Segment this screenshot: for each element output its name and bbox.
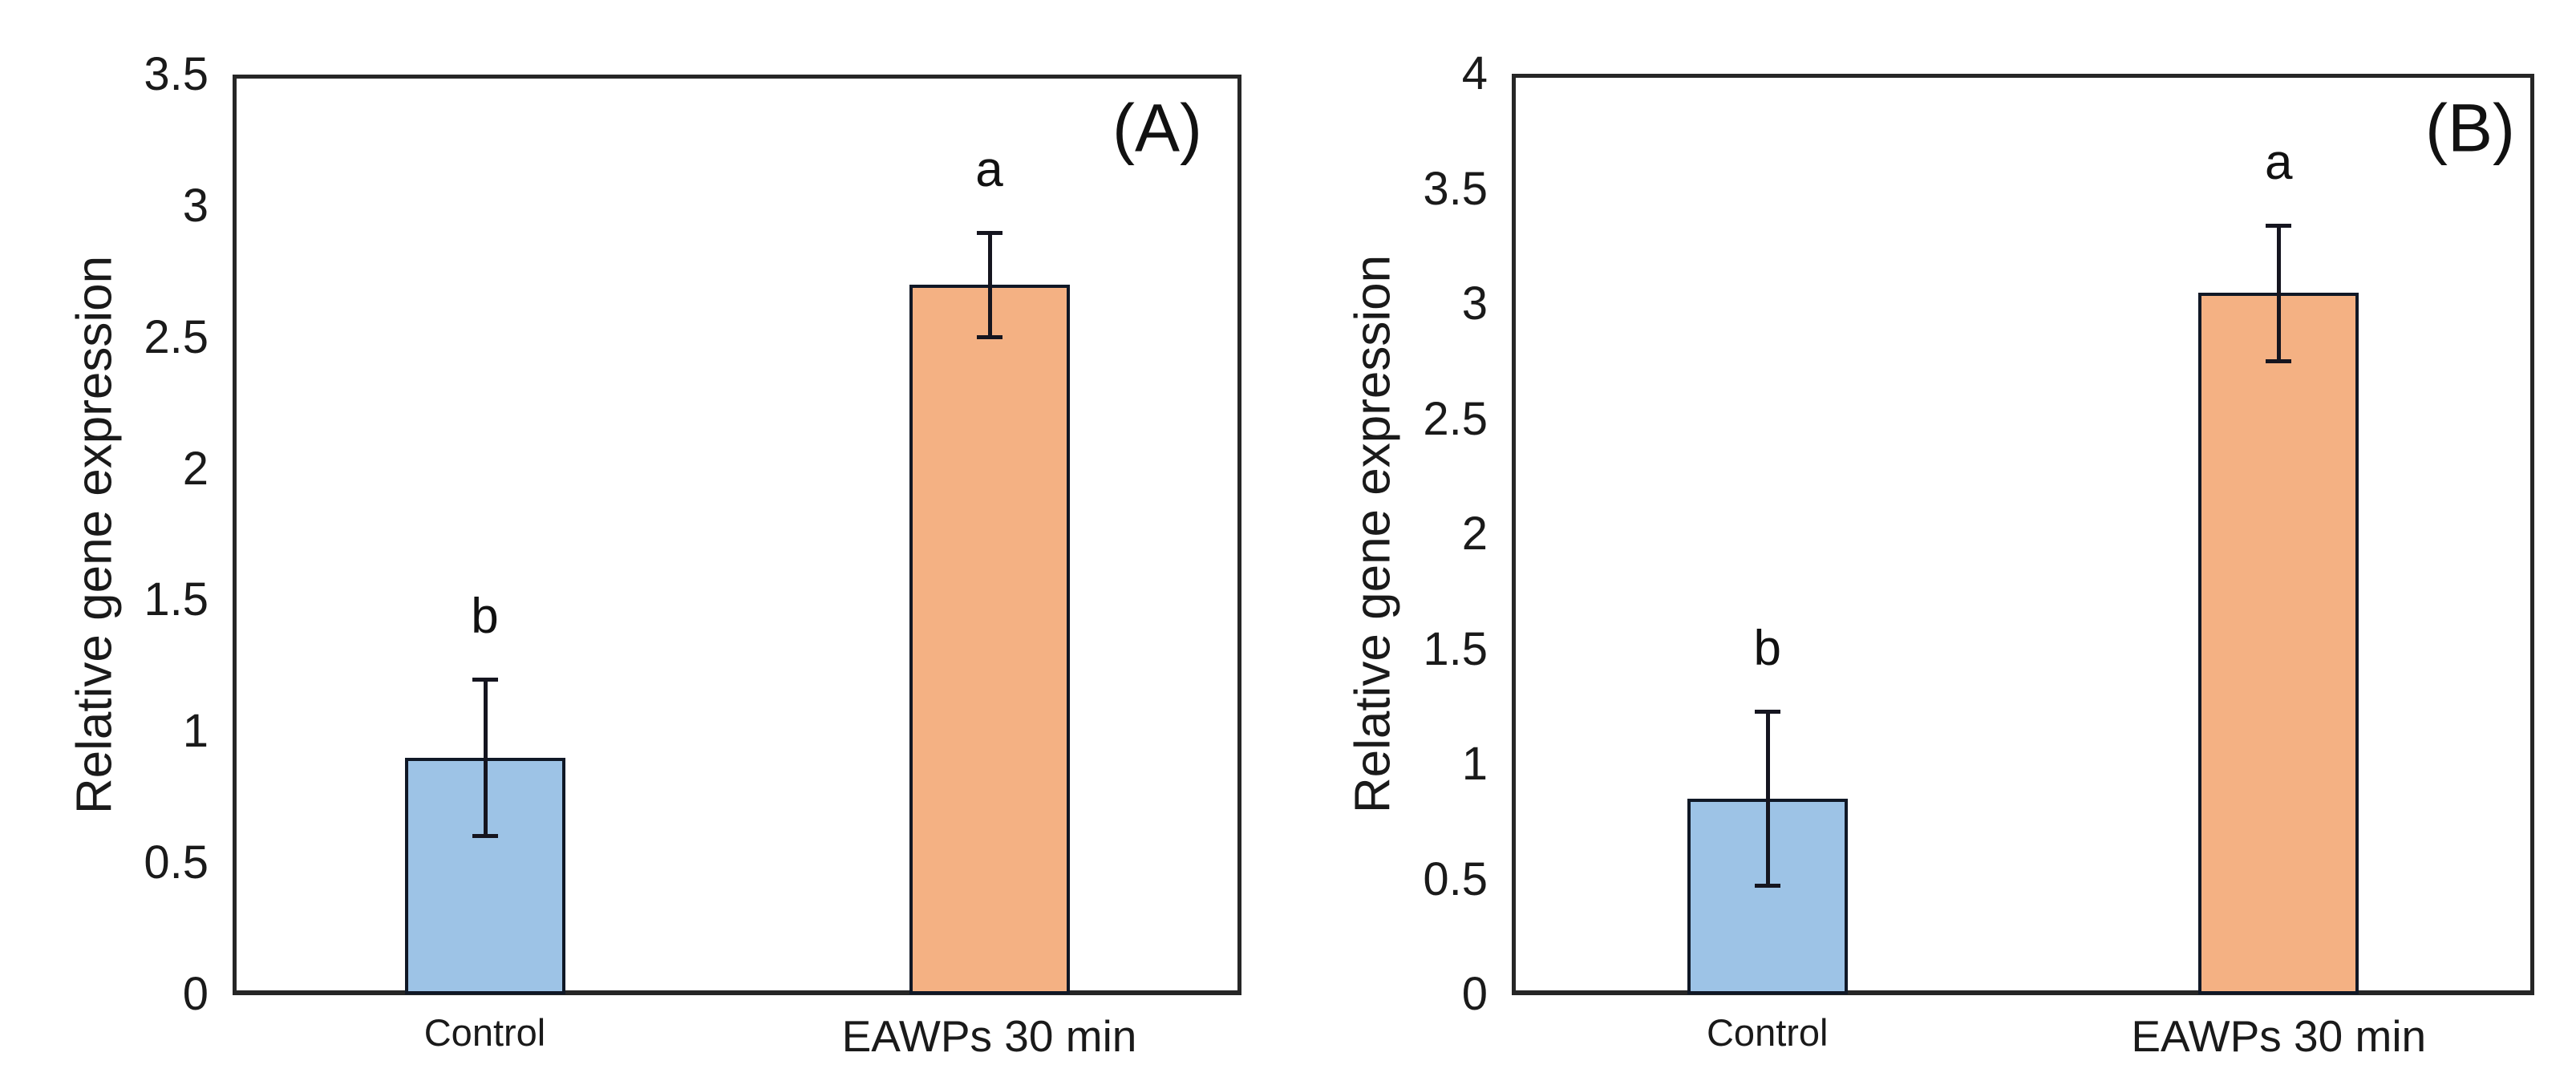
y-tick-label: 2 [182, 442, 209, 495]
significance-letter: b [471, 588, 499, 644]
x-category-label: EAWPs 30 min [841, 1011, 1137, 1061]
y-tick-label: 0.5 [144, 836, 209, 889]
x-axis-line [1512, 990, 2534, 995]
y-tick-label: 3 [182, 179, 209, 232]
error-bar-cap-top [2266, 224, 2292, 229]
error-bar-cap-bottom [472, 834, 498, 839]
x-category-label: EAWPs 30 min [2131, 1011, 2427, 1061]
plot-frame [1512, 74, 2534, 994]
y-tick-label: 2.5 [1423, 392, 1488, 445]
bar-eawps-30-min [2198, 292, 2359, 994]
y-tick-label: 3 [1461, 277, 1488, 330]
y-tick-label: 0.5 [1423, 852, 1488, 905]
error-bar-cap-top [976, 230, 1002, 235]
y-tick-label: 3.5 [1423, 162, 1488, 215]
y-axis-title: Relative gene expression [1345, 254, 1401, 814]
significance-letter: a [975, 141, 1003, 197]
x-category-label: Control [423, 1011, 546, 1054]
y-tick-label: 2 [1461, 508, 1488, 560]
panel-label: (A) [1112, 90, 1202, 166]
significance-letter: b [1753, 620, 1781, 676]
bar-control [1687, 799, 1848, 994]
x-axis-line [233, 990, 1241, 995]
significance-letter: a [2265, 135, 2293, 191]
error-bar-line [2277, 225, 2282, 362]
y-tick-label: 3.5 [144, 48, 209, 100]
error-bar-cap-bottom [1754, 884, 1780, 889]
y-tick-label: 1 [182, 705, 209, 758]
error-bar-cap-bottom [976, 334, 1002, 339]
error-bar-cap-bottom [2266, 358, 2292, 363]
y-tick-label: 1.5 [1423, 622, 1488, 675]
x-category-label: Control [1706, 1011, 1829, 1054]
error-bar-line [987, 232, 992, 338]
bar-eawps-30-min [909, 285, 1070, 994]
error-bar-line [483, 678, 488, 837]
panel-label: (B) [2425, 90, 2515, 166]
error-bar-line [1765, 711, 1770, 887]
error-bar-cap-top [472, 677, 498, 682]
error-bar-cap-top [1754, 709, 1780, 714]
y-tick-label: 0 [1461, 968, 1488, 1020]
y-tick-label: 0 [182, 968, 209, 1020]
y-tick-label: 4 [1461, 47, 1488, 99]
y-tick-label: 1.5 [144, 573, 209, 626]
y-tick-label: 2.5 [144, 310, 209, 363]
y-tick-label: 1 [1461, 738, 1488, 790]
